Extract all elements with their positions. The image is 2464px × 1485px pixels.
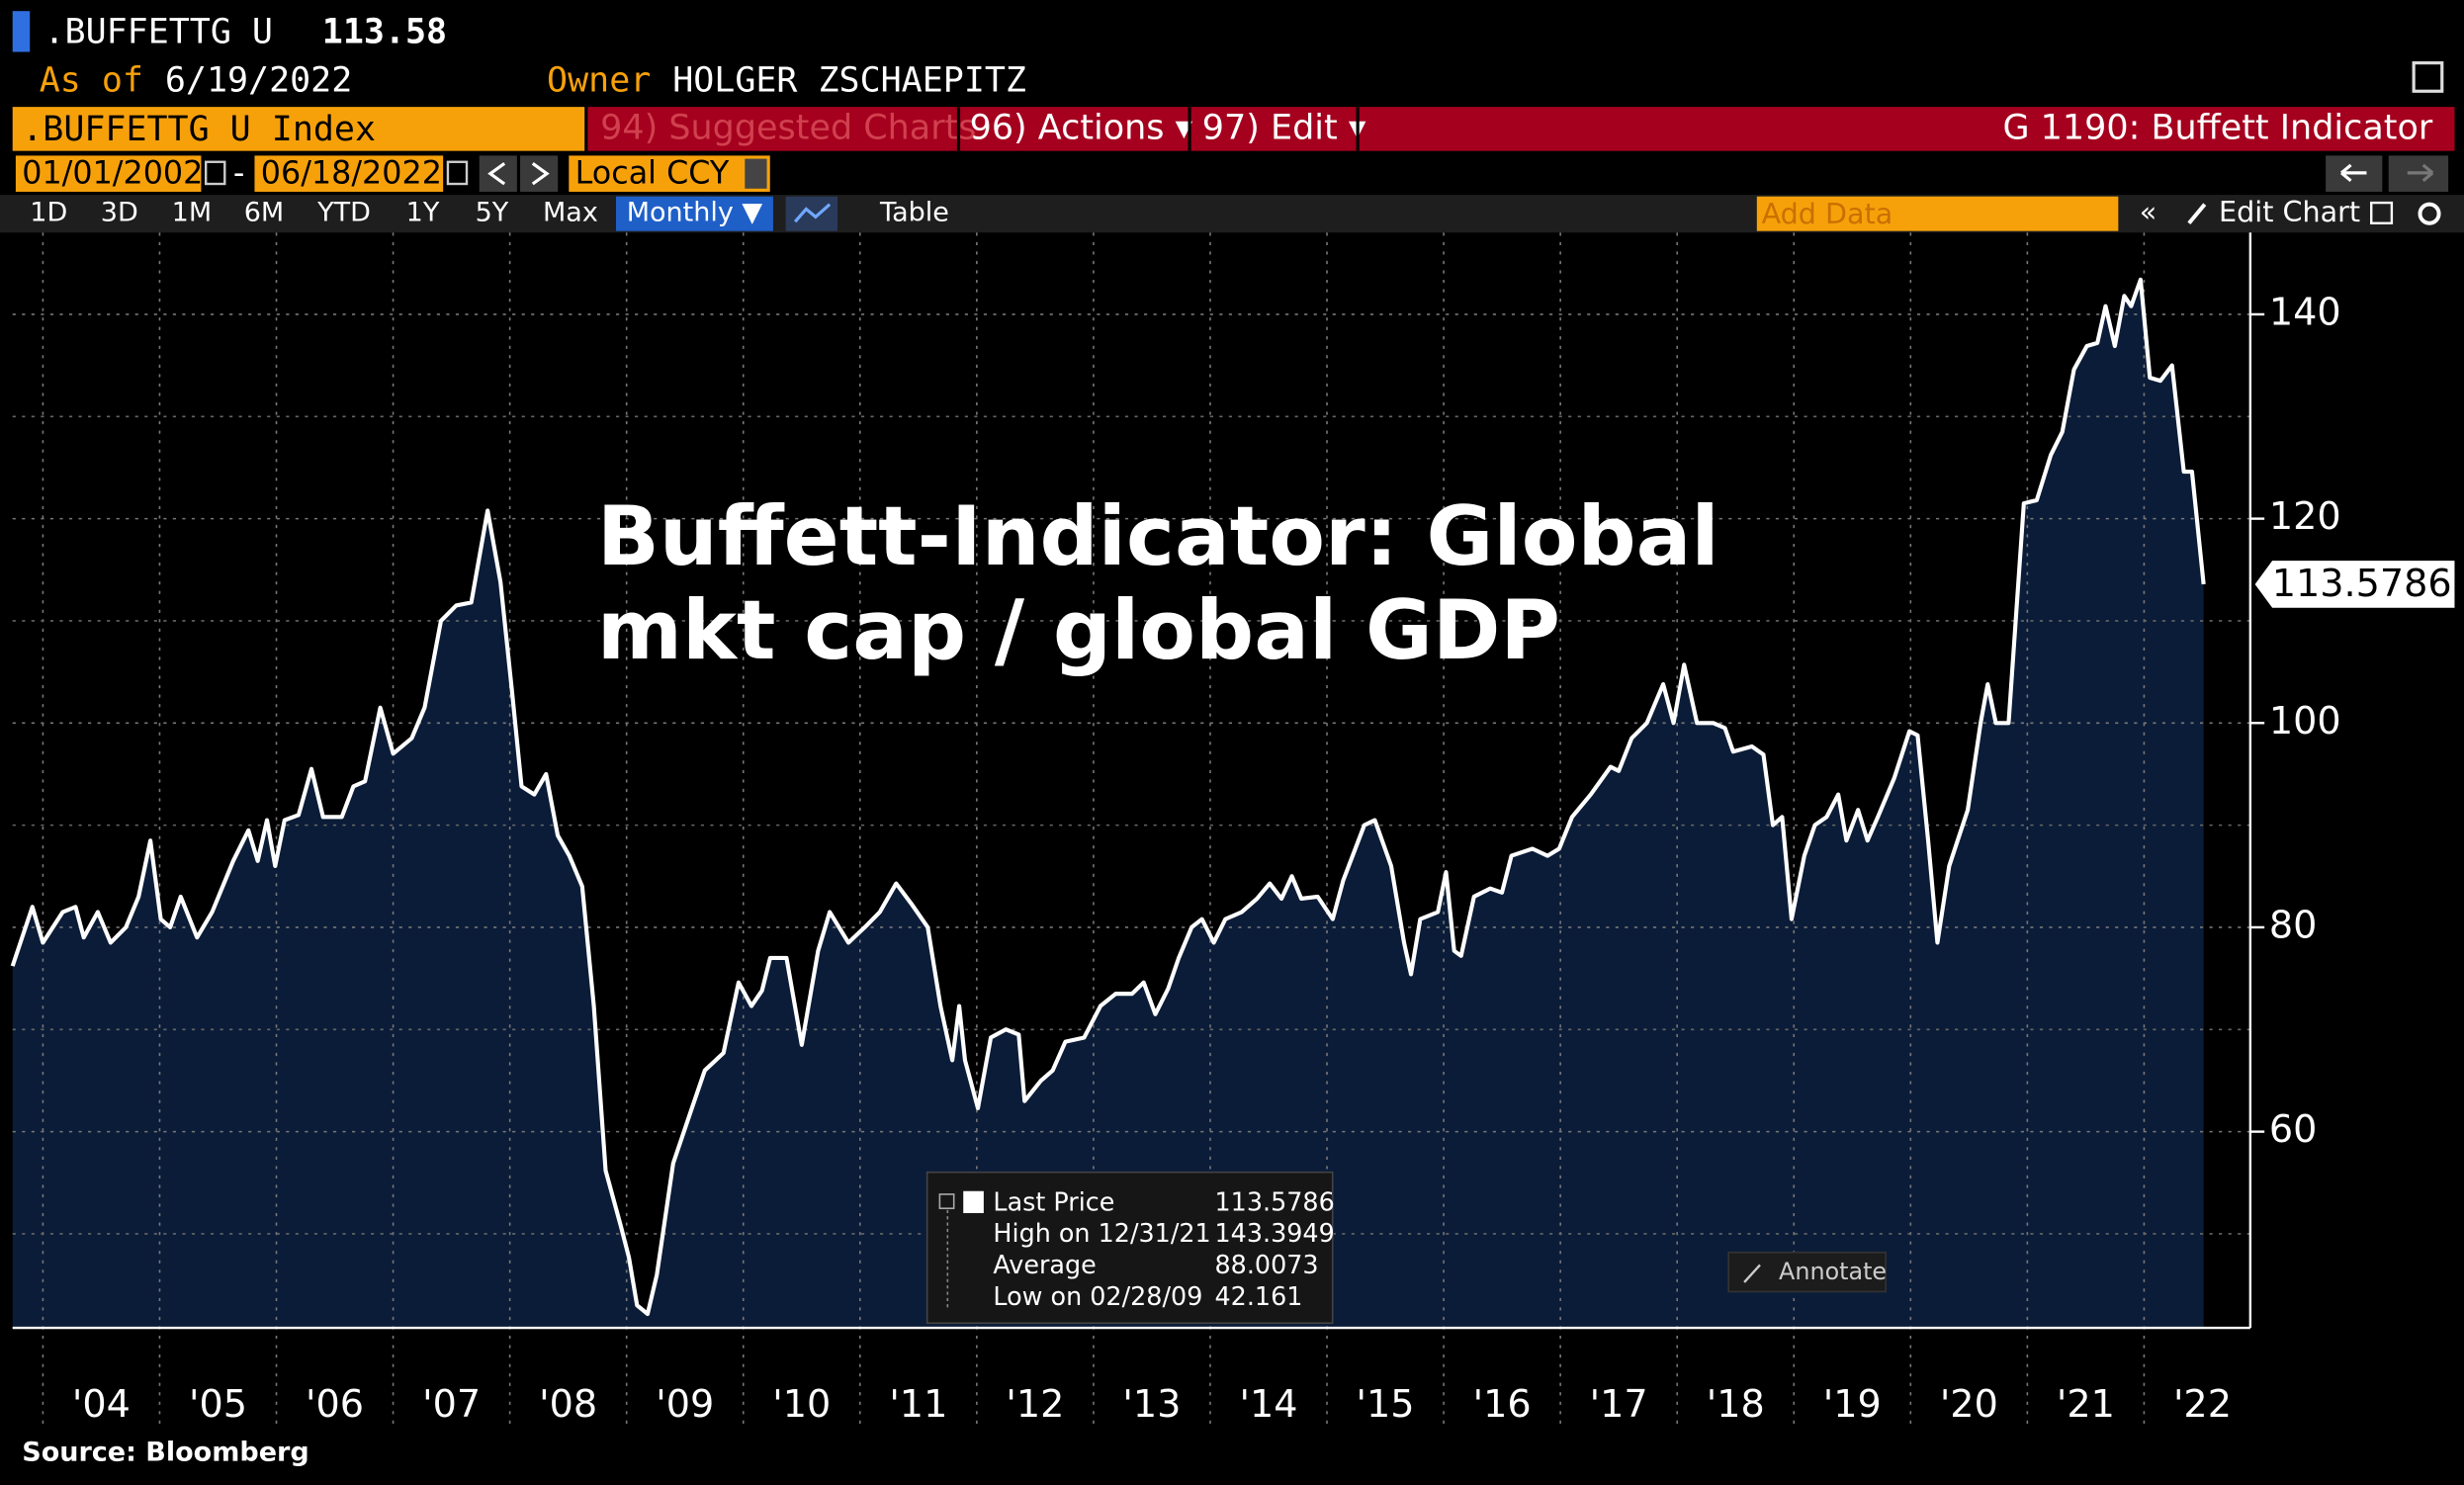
x-tick-label: '18 (1707, 1382, 1765, 1426)
x-tick-label: '16 (1473, 1382, 1532, 1426)
date-dash: - (233, 155, 244, 191)
period-button[interactable]: Max (543, 198, 598, 228)
next-button[interactable] (520, 155, 559, 192)
as-of-label: As of (40, 61, 143, 101)
redo-icon (2407, 163, 2434, 183)
area-fill (12, 279, 2204, 1329)
x-tick-label: '17 (1590, 1382, 1648, 1426)
legend-swatch (963, 1190, 984, 1213)
legend-label: Average (993, 1250, 1096, 1279)
edit-icon[interactable] (2370, 201, 2394, 224)
x-tick-label: '10 (772, 1382, 831, 1426)
end-date: 06/18/2022 (261, 155, 442, 191)
owner-name: HOLGER ZSCHAEPITZ (672, 61, 1026, 101)
legend-label: Last Price (993, 1186, 1114, 1216)
monthly-button[interactable] (616, 196, 773, 231)
end-date-field[interactable] (254, 155, 444, 192)
function-title: G 1190: Buffett Indicator (2002, 108, 2432, 147)
menu-bar (587, 107, 2455, 151)
legend-value: 143.3949 (1215, 1218, 1335, 1248)
x-tick-label: '22 (2173, 1382, 2232, 1426)
collapse-button[interactable]: « (2140, 195, 2157, 228)
edit-chart-button[interactable]: Edit Chart (2219, 195, 2360, 228)
legend-box (925, 1171, 1334, 1325)
last-price-label: 113.5786 (2272, 562, 2452, 605)
annotation-line-2: mkt cap / global GDP (597, 583, 1560, 678)
calendar-icon[interactable] (446, 160, 469, 186)
legend-value: 42.161 (1215, 1281, 1303, 1311)
annotate-text: Annotate (1779, 1258, 1887, 1285)
currency-field[interactable] (569, 155, 770, 192)
settings-icon[interactable] (2418, 202, 2441, 225)
annotate-icon (1743, 1264, 1761, 1283)
menu-actions[interactable]: 96) Actions ▾ (970, 108, 1193, 147)
ticker-price: 113.58 (322, 12, 447, 51)
prev-button[interactable] (479, 155, 517, 192)
y-tick-label: 100 (2269, 699, 2341, 742)
annotation-line-1: Buffett-Indicator: Global (597, 489, 1719, 584)
legend-value: 113.5786 (1215, 1186, 1335, 1216)
y-tick-label: 60 (2269, 1107, 2318, 1151)
y-tick-label: 120 (2269, 494, 2341, 538)
last-price-tag (2254, 561, 2455, 608)
security-field[interactable] (12, 107, 585, 151)
menu-edit[interactable]: 97) Edit ▾ (1202, 108, 1366, 147)
legend-value: 88.0073 (1215, 1250, 1319, 1279)
x-tick-label: '19 (1823, 1382, 1882, 1426)
x-tick-label: '13 (1122, 1382, 1181, 1426)
add-data-field[interactable] (1756, 196, 2119, 231)
undo-icon (2340, 163, 2367, 183)
menu-suggested[interactable]: 94) Suggested Charts (600, 108, 976, 147)
x-tick-label: '04 (72, 1382, 131, 1426)
prev-arrow (487, 162, 506, 186)
as-of-date: 6/19/2022 (165, 61, 352, 101)
legend-label: High on 12/31/21 (993, 1218, 1210, 1248)
ticker-marker (12, 11, 31, 52)
start-date: 01/01/2002 (22, 155, 203, 191)
x-tick-label: '06 (306, 1382, 364, 1426)
pencil-icon (2187, 203, 2207, 225)
x-tick-label: '11 (889, 1382, 947, 1426)
start-date-field[interactable] (15, 155, 202, 192)
period-button[interactable]: 6M (244, 198, 284, 228)
period-button[interactable]: 3D (101, 198, 138, 228)
period-button[interactable]: YTD (316, 198, 371, 228)
x-tick-label: '12 (1006, 1382, 1064, 1426)
ticker: .BUFFETTG U (44, 12, 272, 51)
x-tick-label: '20 (1940, 1382, 1998, 1426)
price-line (10, 277, 2206, 1317)
period-button[interactable]: 1M (172, 198, 212, 228)
legend-collapse (938, 1193, 955, 1210)
add-data: Add Data (1762, 197, 1893, 230)
next-arrow (531, 162, 550, 186)
period-button[interactable]: 5Y (476, 198, 509, 228)
currency-dropdown[interactable] (745, 158, 767, 189)
period-button[interactable]: 1Y (406, 198, 440, 228)
calendar-icon[interactable] (205, 160, 226, 186)
security-text: .BUFFETTG U Index (22, 110, 376, 149)
x-tick-label: '05 (189, 1382, 247, 1426)
currency: Local CCY (575, 155, 730, 191)
x-tick-label: '09 (656, 1382, 714, 1426)
period-button[interactable]: 1D (30, 198, 67, 228)
source: Source: Bloomberg (22, 1438, 308, 1468)
y-tick-label: 80 (2269, 903, 2318, 946)
owner-label: Owner (547, 61, 651, 101)
line-chart-icon (793, 203, 832, 223)
x-tick-label: '07 (422, 1382, 481, 1426)
popout-icon[interactable] (2412, 61, 2444, 93)
x-tick-label: '15 (1357, 1382, 1415, 1426)
x-tick-label: '08 (539, 1382, 597, 1426)
period-button[interactable]: Monthly ▼ (627, 198, 763, 228)
y-tick-label: 140 (2269, 290, 2341, 333)
x-tick-label: '14 (1240, 1382, 1298, 1426)
legend-label: Low on 02/28/09 (993, 1281, 1202, 1311)
x-tick-label: '21 (2057, 1382, 2115, 1426)
period-button[interactable]: Table (879, 198, 949, 228)
